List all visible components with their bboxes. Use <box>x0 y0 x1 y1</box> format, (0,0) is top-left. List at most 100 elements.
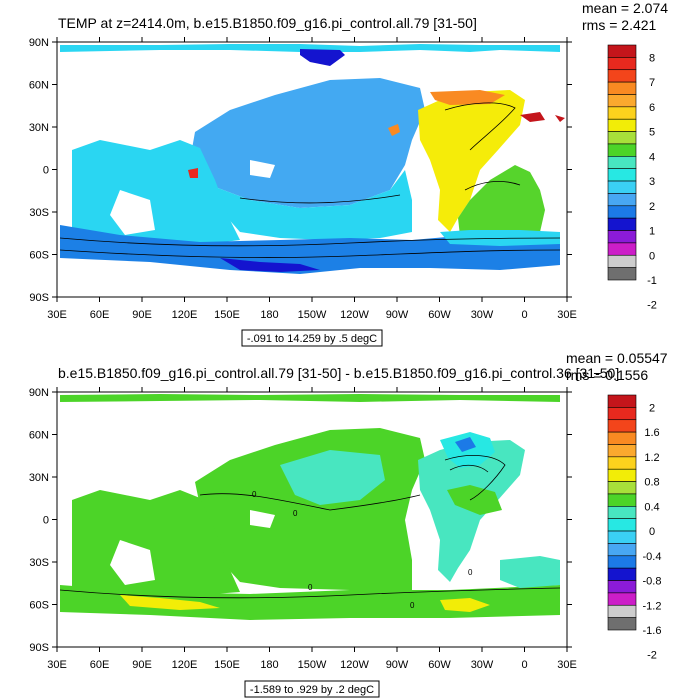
lon-tick-label: 30W <box>471 309 494 321</box>
lon-tick-label: 30E <box>557 309 577 321</box>
colorbar-swatch <box>607 580 637 594</box>
lon-tick-label: 0 <box>521 659 527 671</box>
contour-label: 0 <box>468 568 473 577</box>
lat-tick-label: 0 <box>43 515 49 527</box>
panel-1-title: TEMP at z=2414.0m, b.e15.B1850.f09_g16.p… <box>58 15 477 31</box>
south-atlantic <box>458 165 545 236</box>
panel-2-rms: rms = 0.1556 <box>566 367 648 383</box>
colorbar-swatch <box>607 168 637 182</box>
southern-ocean-2 <box>60 585 560 620</box>
lat-tick-label: 0 <box>43 165 49 177</box>
lon-tick-label: 60E <box>90 309 110 321</box>
lon-tick-label: 120E <box>172 659 198 671</box>
lat-tick-label: 90S <box>29 642 49 654</box>
colorbar-swatch <box>607 468 637 482</box>
map-plot-2: 0 0 0 0 0 <box>56 391 568 648</box>
lon-tick-label: 90E <box>132 659 152 671</box>
colorbar-swatch <box>607 69 637 83</box>
colorbar-label: 0 <box>649 250 655 262</box>
colorbar-swatch <box>607 118 637 132</box>
colorbar-swatch <box>607 518 637 532</box>
lon-tick-label: 150E <box>214 309 240 321</box>
lon-tick-label: 60W <box>428 309 451 321</box>
colorbar-swatch <box>607 230 637 244</box>
colorbar-label: -1.6 <box>643 625 662 637</box>
colorbar-swatch <box>607 493 637 507</box>
colorbar-swatch <box>607 254 637 268</box>
colorbar-label: 8 <box>649 52 655 64</box>
lon-tick-label: 90E <box>132 309 152 321</box>
colorbar-swatch <box>607 456 637 470</box>
lon-tick-label: 180 <box>260 659 278 671</box>
colorbar-label: -0.4 <box>643 551 662 563</box>
colorbar-swatch <box>607 94 637 108</box>
colorbar-label: 2 <box>649 402 655 414</box>
southern-ocean <box>60 225 560 274</box>
colorbar-swatch <box>607 506 637 519</box>
lon-tick-label: 150W <box>298 309 327 321</box>
colorbar-swatch <box>607 267 637 281</box>
lat-tick-label: 60N <box>29 80 49 92</box>
contour-label: 0 <box>252 490 257 499</box>
panel-1-range-label: -.091 to 14.259 by .5 degC <box>247 333 377 345</box>
colorbar-label: -1 <box>647 275 657 287</box>
lon-tick-label: 0 <box>521 309 527 321</box>
colorbar-swatch <box>607 131 637 145</box>
colorbar-swatch <box>607 242 637 256</box>
colorbar-swatch <box>607 567 637 581</box>
lon-tick-label: 120E <box>172 309 198 321</box>
lat-tick-label: 90N <box>29 37 49 49</box>
contour-label: 0 <box>293 509 298 518</box>
axis-ticks-1: 90N 60N 30N 0 30S 60S 90S 30E 60E 90E 120E 150E 180… <box>29 37 577 321</box>
colorbar-swatch <box>607 394 637 408</box>
colorbar-label: 0 <box>649 526 655 538</box>
colorbar-swatch <box>607 555 637 569</box>
lat-tick-label: 30S <box>29 557 49 569</box>
colorbar-swatch <box>607 431 637 445</box>
panel-1: TEMP at z=2414.0m, b.e15.B1850.f09_g16.p… <box>29 0 668 347</box>
lat-tick-label: 30S <box>29 207 49 219</box>
colorbar-1: 8 7 6 5 4 3 2 1 0 -1 -2 <box>607 44 657 312</box>
colorbar-label: 7 <box>649 77 655 89</box>
arctic-ocean-2 <box>60 394 560 402</box>
lon-tick-label: 30E <box>557 659 577 671</box>
lon-tick-label: 30E <box>47 659 67 671</box>
colorbar-swatch <box>607 419 637 433</box>
colorbar-swatch <box>607 44 637 58</box>
panel-1-rms: rms = 2.421 <box>582 17 657 33</box>
lat-tick-label: 30N <box>29 472 49 484</box>
north-atlantic <box>418 90 525 232</box>
lat-tick-label: 60S <box>29 250 49 262</box>
tropical-pacific <box>210 170 412 240</box>
colorbar-swatch <box>607 81 637 95</box>
map-plot-1 <box>56 41 568 298</box>
lon-tick-label: 150E <box>214 659 240 671</box>
lon-tick-label: 60W <box>428 659 451 671</box>
arctic-ocean <box>60 44 560 52</box>
colorbar-swatch <box>607 193 637 207</box>
panel-2-range-label: -1.589 to .929 by .2 degC <box>250 684 374 696</box>
colorbar-label: 1.2 <box>644 452 659 464</box>
panel-1-mean: mean = 2.074 <box>582 0 668 16</box>
colorbar-swatch <box>607 57 637 71</box>
lon-tick-label: 60E <box>90 659 110 671</box>
lat-tick-label: 60N <box>29 430 49 442</box>
lon-tick-label: 30E <box>47 309 67 321</box>
lon-tick-label: 120W <box>340 659 369 671</box>
colorbar-label: -2 <box>647 650 657 662</box>
lat-tick-label: 60S <box>29 600 49 612</box>
colorbar-label: 4 <box>649 151 655 163</box>
colorbar-swatch <box>607 617 637 631</box>
lon-tick-label: 150W <box>298 659 327 671</box>
lon-tick-label: 120W <box>340 309 369 321</box>
colorbar-swatch <box>607 106 637 120</box>
colorbar-2: 2 1.6 1.2 0.8 0.4 0 -0.4 -0.8 -1.2 -1.6 -2 <box>607 394 662 662</box>
colorbar-label: -2 <box>647 300 657 312</box>
colorbar-label: -0.8 <box>643 576 662 588</box>
lon-tick-label: 90W <box>386 309 409 321</box>
colorbar-swatch <box>607 481 637 495</box>
colorbar-label: 2 <box>649 201 655 213</box>
colorbar-label: 1.6 <box>644 427 659 439</box>
lon-tick-label: 180 <box>260 309 278 321</box>
